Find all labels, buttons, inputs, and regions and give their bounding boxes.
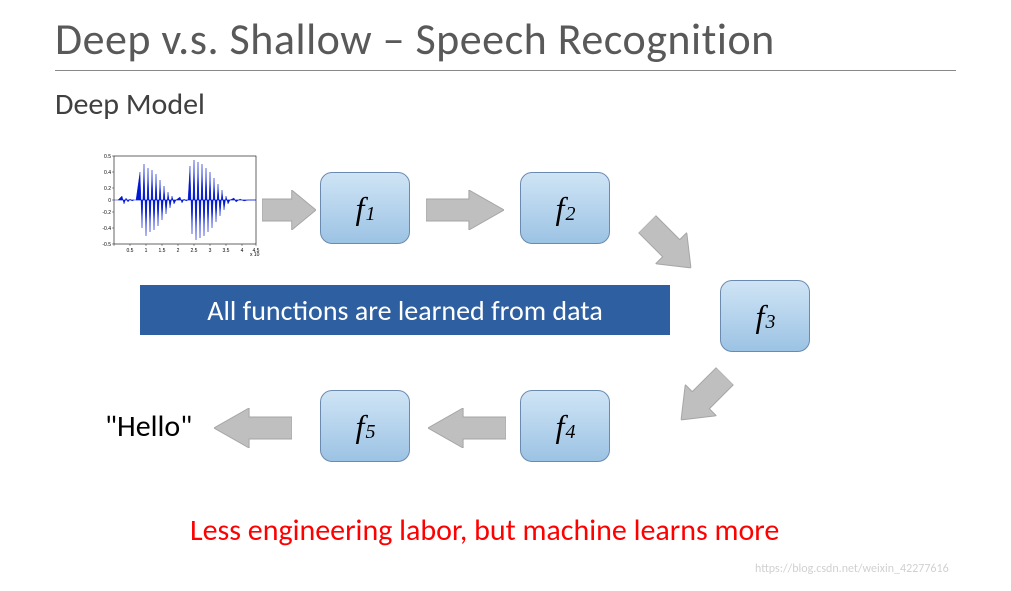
- arrow-a_f5_out: [214, 408, 292, 448]
- svg-text:2: 2: [177, 248, 180, 254]
- arrow-a_f4_f5: [428, 408, 506, 448]
- fn-box-f3: f3: [720, 280, 810, 352]
- arrow-a_f1_f2: [426, 190, 504, 230]
- fn-label-main: f: [556, 408, 565, 445]
- svg-text:-0.5: -0.5: [102, 242, 111, 248]
- slide: Deep v.s. Shallow – Speech Recognition D…: [0, 0, 1011, 591]
- fn-label-sub: 3: [765, 311, 775, 334]
- svg-text:x 10⁴: x 10⁴: [250, 252, 260, 256]
- svg-text:0.4: 0.4: [104, 170, 111, 176]
- watermark: https://blog.csdn.net/weixin_42277616: [755, 562, 949, 576]
- svg-text:1.5: 1.5: [159, 248, 166, 254]
- svg-text:-0.4: -0.4: [102, 226, 111, 232]
- arrow-a_f2_f3: [632, 209, 707, 284]
- svg-text:0.5: 0.5: [127, 248, 134, 254]
- fn-box-f2: f2: [520, 172, 610, 244]
- fn-label-main: f: [356, 190, 365, 227]
- fn-label-main: f: [356, 408, 365, 445]
- slide-title: Deep v.s. Shallow – Speech Recognition: [55, 12, 956, 71]
- svg-text:0.2: 0.2: [104, 186, 111, 192]
- fn-label-main: f: [556, 190, 565, 227]
- fn-box-f4: f4: [520, 390, 610, 462]
- svg-text:3.5: 3.5: [223, 248, 230, 254]
- output-text: "Hello": [105, 408, 192, 445]
- svg-text:0: 0: [108, 198, 111, 204]
- svg-text:0.5: 0.5: [104, 154, 111, 160]
- arrow-a_f3_f4: [666, 361, 741, 436]
- svg-text:4: 4: [241, 248, 244, 254]
- arrow-a_wave_f1: [262, 190, 316, 230]
- fn-label-sub: 4: [565, 421, 575, 444]
- fn-label-sub: 5: [365, 421, 375, 444]
- slide-subtitle: Deep Model: [55, 86, 205, 123]
- svg-text:2.5: 2.5: [191, 248, 198, 254]
- fn-label-sub: 2: [565, 203, 575, 226]
- waveform-thumbnail: 0.5 1 1.5 2 2.5 3 3.5 4 4.5 0.5 0.4 0.2 …: [100, 152, 260, 256]
- fn-box-f5: f5: [320, 390, 410, 462]
- svg-text:1: 1: [145, 248, 148, 254]
- fn-label-main: f: [756, 298, 765, 335]
- svg-text:3: 3: [209, 248, 212, 254]
- fn-label-sub: 1: [365, 203, 375, 226]
- banner: All functions are learned from data: [140, 285, 670, 335]
- svg-text:-0.2: -0.2: [102, 210, 111, 216]
- fn-box-f1: f1: [320, 172, 410, 244]
- footer-text: Less engineering labor, but machine lear…: [190, 512, 779, 549]
